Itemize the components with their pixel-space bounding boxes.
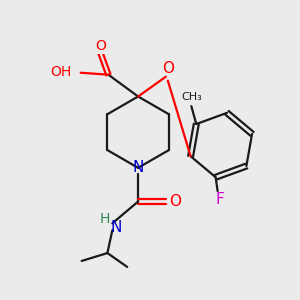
Text: OH: OH	[50, 65, 72, 79]
Text: O: O	[169, 194, 181, 209]
Text: O: O	[162, 61, 174, 76]
Text: CH₃: CH₃	[181, 92, 202, 102]
Text: H: H	[99, 212, 110, 226]
Text: F: F	[215, 191, 224, 206]
Text: N: N	[132, 160, 144, 175]
Text: N: N	[111, 220, 122, 235]
Text: O: O	[95, 39, 106, 53]
